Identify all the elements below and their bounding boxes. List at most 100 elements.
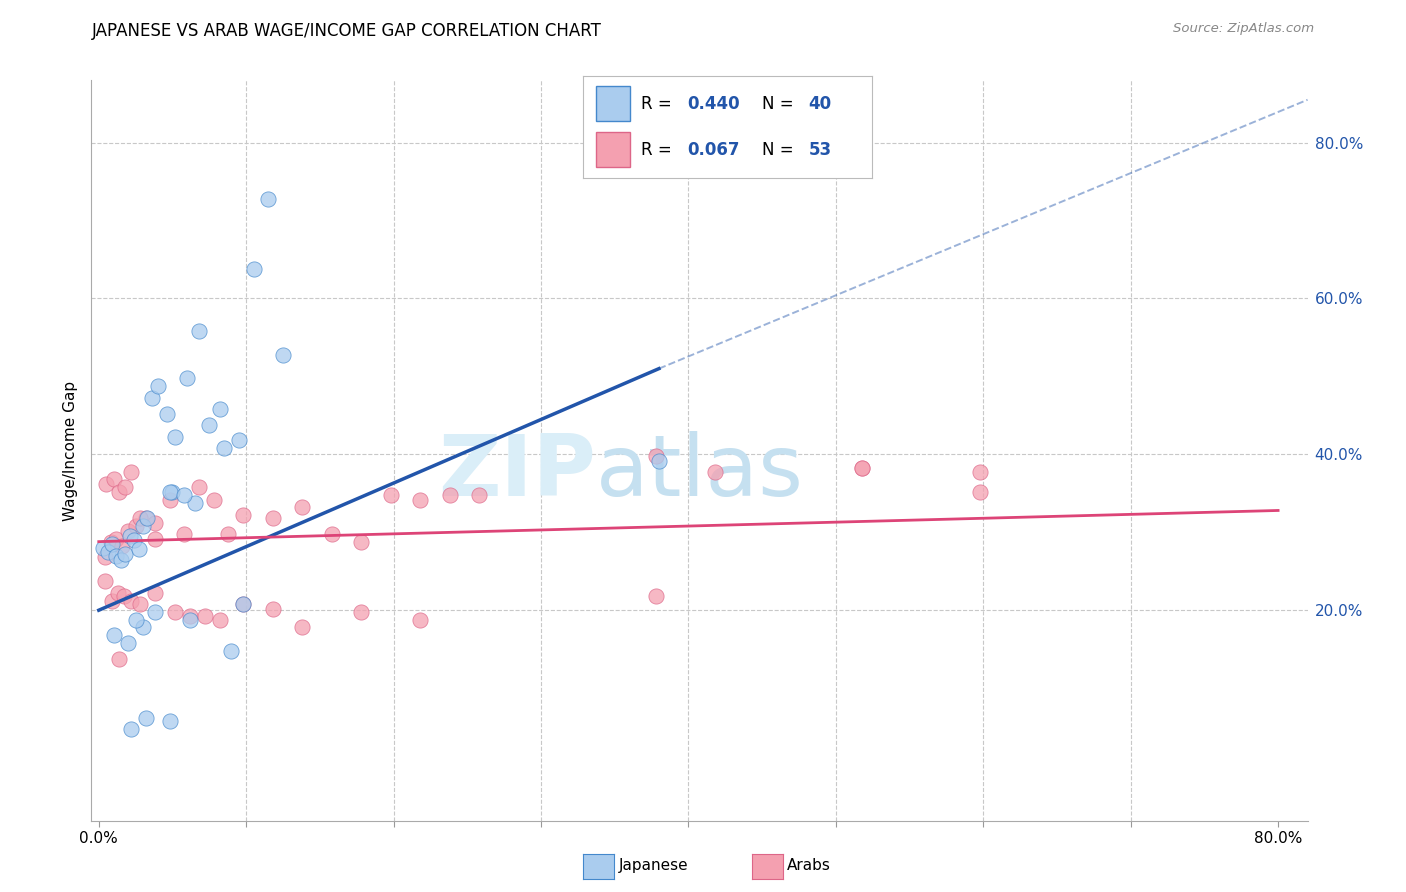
Point — [321, 526, 343, 541]
Point — [124, 519, 146, 533]
Point — [173, 526, 195, 541]
Point — [179, 613, 201, 627]
Point — [155, 407, 177, 421]
Point — [194, 609, 217, 624]
Point — [143, 516, 166, 530]
Point — [173, 488, 195, 502]
Point — [112, 589, 135, 603]
Text: R =: R = — [641, 141, 678, 159]
Point — [143, 605, 166, 619]
Point — [91, 541, 114, 555]
Point — [110, 552, 132, 566]
Point — [228, 434, 250, 448]
Point — [165, 605, 187, 619]
Point — [143, 586, 166, 600]
Point — [409, 492, 432, 507]
Point — [103, 628, 125, 642]
Point — [188, 324, 211, 338]
Point — [409, 613, 432, 627]
Point — [232, 597, 254, 611]
Point — [120, 722, 142, 736]
Text: JAPANESE VS ARAB WAGE/INCOME GAP CORRELATION CHART: JAPANESE VS ARAB WAGE/INCOME GAP CORRELA… — [91, 22, 602, 40]
Text: Arabs: Arabs — [787, 858, 831, 872]
Point — [183, 496, 205, 510]
Point — [93, 574, 115, 588]
Point — [118, 529, 141, 543]
Point — [218, 526, 240, 541]
Point — [851, 461, 873, 475]
Text: Japanese: Japanese — [619, 858, 689, 872]
Point — [107, 586, 129, 600]
Point — [645, 449, 668, 463]
Point — [146, 378, 169, 392]
Point — [128, 542, 150, 557]
Point — [159, 714, 181, 728]
Text: 0.440: 0.440 — [688, 95, 740, 112]
Text: 40: 40 — [808, 95, 831, 112]
Point — [179, 609, 201, 624]
Text: N =: N = — [762, 95, 799, 112]
Y-axis label: Wage/Income Gap: Wage/Income Gap — [62, 380, 77, 521]
Point — [257, 192, 280, 206]
Point — [94, 477, 117, 491]
Point — [291, 500, 314, 515]
Point — [117, 524, 139, 538]
Point — [648, 453, 671, 467]
Point — [162, 484, 184, 499]
Text: Source: ZipAtlas.com: Source: ZipAtlas.com — [1174, 22, 1315, 36]
Point — [165, 430, 187, 444]
Point — [221, 644, 243, 658]
Text: R =: R = — [641, 95, 678, 112]
Point — [271, 348, 294, 362]
Text: atlas: atlas — [596, 431, 804, 514]
Point — [380, 488, 402, 502]
Point — [93, 550, 115, 565]
Point — [202, 492, 225, 507]
Point — [212, 441, 235, 455]
Point — [108, 651, 131, 665]
Point — [350, 605, 373, 619]
Point — [188, 480, 211, 494]
Text: 53: 53 — [808, 141, 831, 159]
Point — [129, 511, 152, 525]
Point — [969, 484, 991, 499]
Point — [198, 417, 221, 432]
Point — [136, 511, 159, 525]
FancyBboxPatch shape — [596, 132, 630, 167]
Point — [645, 589, 668, 603]
Text: N =: N = — [762, 141, 799, 159]
Point — [120, 465, 142, 479]
Point — [262, 601, 284, 615]
Point — [969, 465, 991, 479]
Point — [704, 465, 727, 479]
Point — [100, 534, 122, 549]
Point — [232, 508, 254, 523]
Point — [108, 484, 131, 499]
Point — [114, 547, 136, 561]
Point — [232, 597, 254, 611]
Point — [159, 484, 181, 499]
Point — [103, 472, 125, 486]
Point — [129, 597, 152, 611]
Point — [132, 519, 155, 533]
Point — [143, 532, 166, 546]
Point — [208, 402, 231, 417]
Point — [291, 620, 314, 634]
Point — [439, 488, 461, 502]
Point — [101, 594, 124, 608]
FancyBboxPatch shape — [596, 87, 630, 121]
Text: ZIP: ZIP — [439, 431, 596, 514]
Point — [176, 371, 198, 385]
Point — [350, 534, 373, 549]
Point — [262, 511, 284, 525]
Point — [208, 613, 231, 627]
Point — [242, 261, 264, 276]
Point — [135, 511, 157, 525]
Point — [124, 613, 146, 627]
Point — [97, 545, 120, 559]
Point — [851, 461, 873, 475]
Point — [105, 549, 128, 563]
Point — [122, 533, 145, 547]
Point — [114, 480, 136, 494]
Text: 0.067: 0.067 — [688, 141, 740, 159]
